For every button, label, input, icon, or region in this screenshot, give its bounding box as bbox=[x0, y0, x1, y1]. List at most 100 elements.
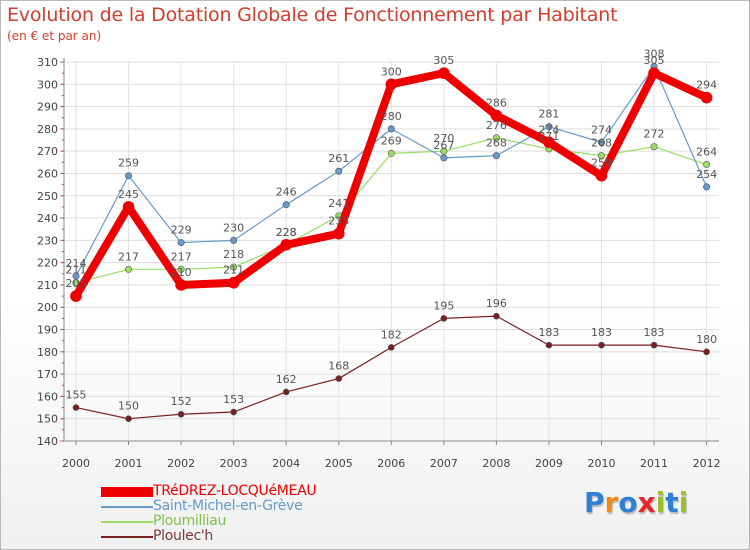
data-label: 274 bbox=[538, 123, 559, 136]
y-tick-label: 270 bbox=[37, 145, 58, 158]
data-label: 218 bbox=[223, 248, 244, 261]
data-point bbox=[72, 272, 80, 280]
data-label: 211 bbox=[66, 264, 87, 277]
data-point bbox=[387, 125, 395, 133]
data-label: 259 bbox=[118, 157, 139, 170]
data-label: 183 bbox=[591, 326, 612, 339]
logo-letter: i bbox=[655, 486, 666, 519]
data-label: 308 bbox=[644, 47, 665, 60]
data-point bbox=[703, 183, 711, 191]
data-point bbox=[125, 172, 133, 180]
data-point bbox=[177, 265, 185, 273]
data-label: 211 bbox=[223, 264, 244, 277]
x-tick-label: 2005 bbox=[325, 457, 353, 470]
data-label: 217 bbox=[118, 250, 139, 263]
x-tick-label: 2008 bbox=[482, 457, 510, 470]
data-point bbox=[545, 341, 553, 349]
y-tick-label: 260 bbox=[37, 167, 58, 180]
x-tick-label: 2009 bbox=[535, 457, 563, 470]
data-point bbox=[493, 312, 500, 320]
y-tick-label: 310 bbox=[37, 56, 58, 69]
data-point bbox=[492, 152, 500, 160]
data-point bbox=[545, 123, 553, 131]
data-point bbox=[282, 388, 290, 396]
data-labels-layer: 155 150 152 153 162 168 182 195 196 183 183 183 180 2… bbox=[66, 47, 718, 412]
y-tick-label: 200 bbox=[37, 301, 58, 314]
legend-item-tredrez[interactable]: TRéDREZ-LOCQUéMEAU bbox=[101, 483, 421, 499]
data-point bbox=[385, 78, 398, 91]
data-point bbox=[335, 375, 343, 382]
data-point bbox=[70, 290, 82, 302]
legend-label-saint-michel: Saint-Michel-en-Grève bbox=[153, 498, 303, 514]
data-label: 150 bbox=[118, 400, 139, 413]
data-label: 153 bbox=[223, 393, 244, 406]
data-point bbox=[230, 408, 237, 416]
x-tick-label: 2003 bbox=[220, 457, 248, 470]
data-point bbox=[125, 415, 132, 423]
legend: TRéDREZ-LOCQUéMEAU Saint-Michel-en-Grève… bbox=[101, 483, 421, 544]
data-point bbox=[490, 109, 503, 122]
logo-letter: o bbox=[618, 486, 638, 519]
chart-subtitle: (en € et par an) bbox=[7, 29, 102, 43]
series-layer bbox=[70, 62, 713, 423]
data-point bbox=[650, 341, 658, 349]
data-label: 286 bbox=[486, 97, 507, 110]
y-tick-label: 140 bbox=[37, 435, 58, 448]
legend-label-tredrez: TRéDREZ-LOCQUéMEAU bbox=[153, 483, 317, 499]
x-tick-label: 2001 bbox=[115, 457, 143, 470]
y-tick-label: 150 bbox=[37, 413, 58, 426]
y-tick-label: 230 bbox=[37, 234, 58, 247]
data-label: 228 bbox=[276, 226, 297, 239]
logo-letter: x bbox=[637, 486, 656, 519]
proxiti-logo: Proxiti bbox=[584, 486, 688, 519]
data-point bbox=[282, 201, 290, 209]
data-point bbox=[230, 236, 238, 244]
data-point bbox=[597, 138, 605, 146]
data-point bbox=[175, 279, 187, 291]
legend-label-ploulech: Ploulec'h bbox=[153, 528, 213, 544]
data-label: 305 bbox=[644, 54, 665, 67]
data-label: 272 bbox=[644, 128, 665, 141]
data-point bbox=[703, 348, 710, 356]
y-tick-label: 290 bbox=[37, 101, 58, 114]
data-point bbox=[598, 341, 605, 349]
y-tick-label: 280 bbox=[37, 123, 58, 136]
data-label: 264 bbox=[696, 146, 717, 159]
data-label: 259 bbox=[591, 157, 612, 170]
data-label: 168 bbox=[328, 360, 349, 373]
data-label: 233 bbox=[328, 215, 349, 228]
legend-item-ploulech[interactable]: Ploulec'h bbox=[101, 528, 421, 544]
data-point bbox=[650, 143, 658, 151]
y-tick-label: 160 bbox=[37, 390, 58, 403]
data-label: 267 bbox=[433, 139, 454, 152]
x-tick-label: 2012 bbox=[693, 457, 721, 470]
logo-letter: P bbox=[584, 486, 605, 519]
data-point bbox=[332, 227, 345, 240]
data-label: 152 bbox=[171, 395, 192, 408]
data-point bbox=[122, 201, 135, 213]
x-tick-label: 2006 bbox=[377, 457, 405, 470]
x-tick-label: 2010 bbox=[588, 457, 616, 470]
data-point bbox=[387, 149, 395, 157]
data-label: 268 bbox=[591, 137, 612, 150]
data-label: 229 bbox=[171, 224, 192, 237]
data-label: 261 bbox=[328, 152, 349, 165]
x-tick-label: 2007 bbox=[430, 457, 458, 470]
data-label: 217 bbox=[171, 250, 192, 263]
data-label: 254 bbox=[696, 168, 717, 181]
legend-item-ploumilliau[interactable]: Ploumilliau bbox=[101, 513, 421, 529]
data-label: 162 bbox=[276, 373, 297, 386]
data-point bbox=[387, 344, 395, 351]
data-point bbox=[177, 239, 185, 247]
data-point bbox=[595, 169, 608, 182]
data-point bbox=[230, 263, 238, 271]
y-tick-label: 190 bbox=[37, 324, 58, 337]
y-tick-label: 250 bbox=[37, 190, 58, 203]
legend-item-saint-michel[interactable]: Saint-Michel-en-Grève bbox=[101, 498, 421, 514]
chart-title: Evolution de la Dotation Globale de Fonc… bbox=[7, 4, 618, 26]
data-label: 180 bbox=[696, 333, 717, 346]
y-tick-label: 220 bbox=[37, 257, 58, 270]
legend-swatch-ploumilliau bbox=[101, 521, 153, 523]
